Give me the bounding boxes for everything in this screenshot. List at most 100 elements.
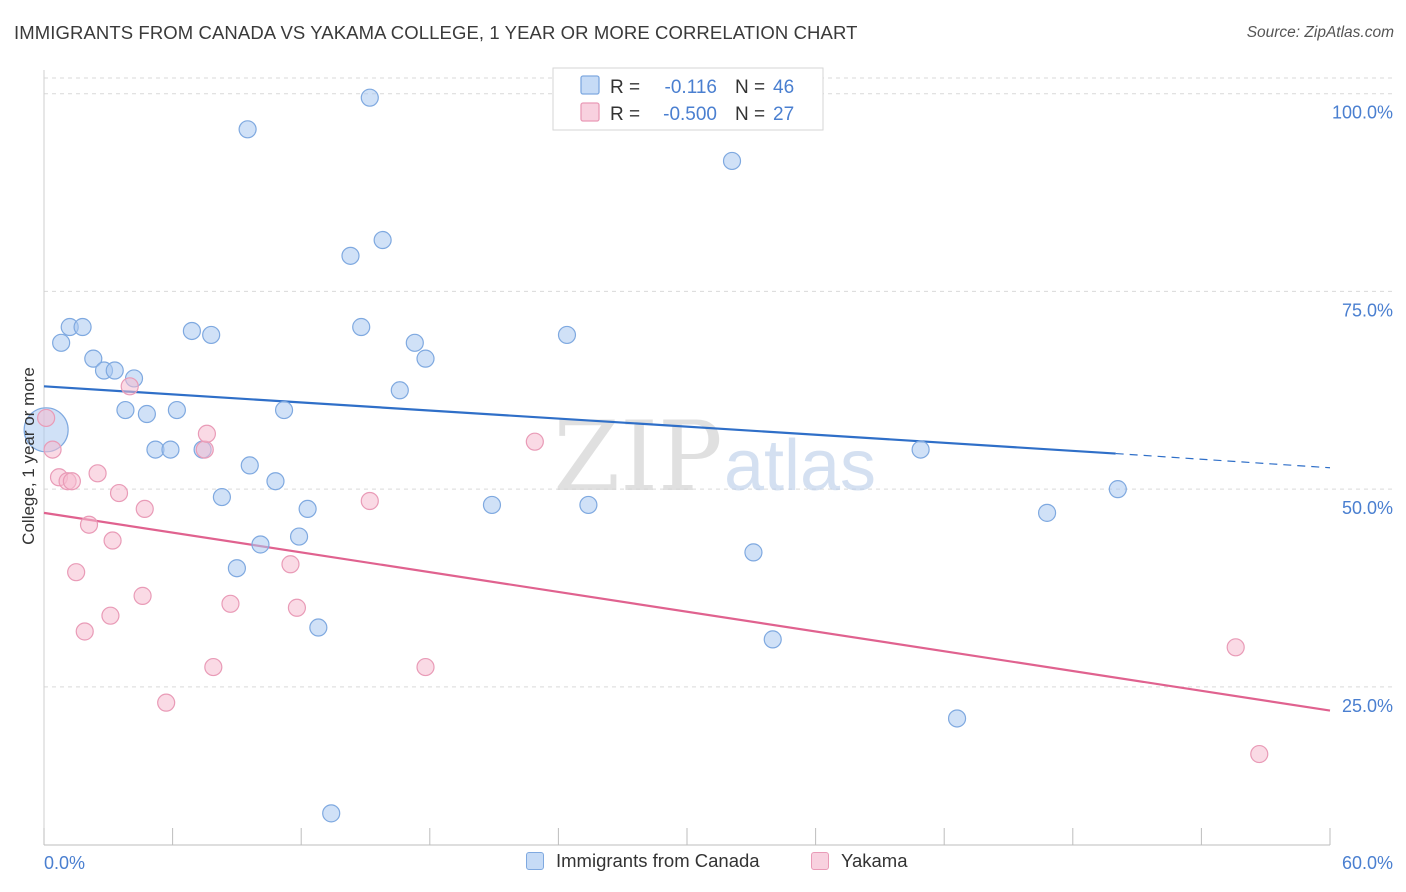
- legend-n-label: N =: [735, 104, 765, 125]
- canada-point[interactable]: [373, 230, 392, 250]
- y-tick-label: 25.0%: [1342, 696, 1393, 716]
- chart-title: IMMIGRANTS FROM CANADA VS YAKAMA COLLEGE…: [14, 22, 858, 43]
- grid-lines: [44, 77, 1393, 688]
- canada-point[interactable]: [289, 527, 309, 546]
- yakama-point[interactable]: [204, 657, 223, 677]
- x-tick-label: 0.0%: [44, 853, 85, 873]
- yakama-point[interactable]: [88, 464, 107, 483]
- yakama-point[interactable]: [67, 563, 86, 582]
- canada-point[interactable]: [1108, 480, 1127, 499]
- yakama-point[interactable]: [43, 440, 62, 459]
- legend-label-yakama: Yakama: [841, 850, 908, 871]
- legend-r-label: R =: [610, 104, 640, 125]
- yakama-point[interactable]: [103, 531, 122, 550]
- canada-point[interactable]: [52, 333, 71, 352]
- canada-point[interactable]: [116, 400, 135, 420]
- canada-point[interactable]: [744, 543, 763, 562]
- stats-legend: R = -0.116 N = 46 R = -0.500 N = 27: [552, 67, 824, 131]
- legend-item-canada[interactable]: Immigrants from Canada: [526, 850, 760, 872]
- legend-swatch: [580, 102, 600, 122]
- yakama-point[interactable]: [1226, 638, 1245, 657]
- canada-point[interactable]: [251, 535, 270, 554]
- canada-point[interactable]: [274, 400, 294, 420]
- canada-point[interactable]: [1037, 503, 1057, 522]
- yakama-point[interactable]: [197, 424, 216, 443]
- canada-point[interactable]: [579, 495, 598, 515]
- canada-point[interactable]: [84, 349, 103, 368]
- canada-point[interactable]: [227, 559, 246, 578]
- yakama-point[interactable]: [101, 606, 120, 625]
- canada-point[interactable]: [167, 400, 186, 420]
- canada-point[interactable]: [341, 246, 360, 265]
- yakama-point[interactable]: [133, 586, 152, 605]
- legend-swatch: [580, 75, 600, 95]
- canada-point[interactable]: [240, 456, 259, 475]
- legend-item-yakama[interactable]: Yakama: [811, 850, 908, 872]
- y-tick-label: 75.0%: [1342, 300, 1393, 320]
- canada-point[interactable]: [763, 630, 782, 649]
- yakama-point[interactable]: [37, 408, 56, 428]
- yakama-point[interactable]: [287, 598, 307, 617]
- y-tick-label: 100.0%: [1332, 103, 1393, 123]
- canada-point[interactable]: [137, 404, 156, 424]
- x-tick-labels: 0.0% 60.0%: [44, 853, 1393, 873]
- canada-point[interactable]: [309, 618, 328, 637]
- legend-swatch-pink: [811, 852, 829, 870]
- yakama-point[interactable]: [1250, 744, 1269, 764]
- yakama-point[interactable]: [525, 432, 544, 451]
- watermark-atlas: atlas: [724, 426, 876, 506]
- yakama-point[interactable]: [135, 499, 154, 519]
- canada-point[interactable]: [911, 440, 930, 459]
- legend-swatch-blue: [526, 852, 544, 870]
- yakama-point[interactable]: [79, 515, 99, 534]
- legend-r-value: -0.500: [663, 104, 717, 125]
- canada-point[interactable]: [390, 381, 409, 400]
- y-axis-label: College, 1 year or more: [19, 367, 38, 545]
- canada-point[interactable]: [238, 120, 257, 139]
- series-legend: Immigrants from Canada Yakama: [0, 850, 1406, 880]
- axes: [43, 70, 1331, 846]
- canada-point[interactable]: [557, 325, 577, 345]
- y-tick-labels: 100.0% 75.0% 50.0% 25.0%: [1332, 103, 1393, 716]
- canada-point[interactable]: [322, 804, 341, 823]
- canada-point[interactable]: [722, 151, 742, 171]
- legend-label-canada: Immigrants from Canada: [556, 850, 760, 871]
- source-label: Source: ZipAtlas.com: [1246, 24, 1394, 41]
- x-tick-label: 60.0%: [1342, 853, 1393, 873]
- yakama-point[interactable]: [109, 483, 129, 503]
- canada-point[interactable]: [182, 321, 201, 341]
- canada-point[interactable]: [405, 333, 424, 352]
- y-tick-label: 50.0%: [1342, 498, 1393, 518]
- canada-point[interactable]: [360, 88, 379, 107]
- canada-point[interactable]: [298, 499, 317, 519]
- canada-point[interactable]: [212, 487, 231, 507]
- yakama-point[interactable]: [281, 555, 300, 574]
- yakama-point[interactable]: [416, 657, 435, 677]
- canada-point[interactable]: [352, 317, 371, 337]
- legend-n-value: 46: [773, 77, 794, 98]
- canada-point[interactable]: [947, 709, 967, 728]
- yakama-point[interactable]: [62, 472, 81, 491]
- canada-trend-extension: [1115, 452, 1331, 469]
- watermark-zip: ZIP: [553, 401, 722, 513]
- canada-point[interactable]: [266, 472, 285, 491]
- yakama-point[interactable]: [195, 440, 214, 459]
- yakama-trend-line: [43, 511, 1331, 712]
- legend-r-value: -0.116: [665, 77, 717, 98]
- canada-point[interactable]: [482, 495, 502, 515]
- yakama-point[interactable]: [75, 622, 94, 641]
- yakama-point[interactable]: [221, 594, 240, 613]
- legend-n-value: 27: [773, 104, 794, 125]
- canada-point[interactable]: [161, 440, 180, 459]
- yakama-point[interactable]: [120, 377, 139, 396]
- yakama-point[interactable]: [157, 693, 176, 712]
- legend-r-label: R =: [610, 77, 640, 98]
- yakama-point[interactable]: [360, 491, 379, 511]
- canada-point[interactable]: [73, 317, 92, 337]
- canada-trend-line: [43, 385, 1116, 455]
- canada-point[interactable]: [105, 361, 124, 380]
- legend-n-label: N =: [735, 77, 765, 98]
- canada-point[interactable]: [202, 325, 221, 345]
- canada-point[interactable]: [416, 349, 435, 368]
